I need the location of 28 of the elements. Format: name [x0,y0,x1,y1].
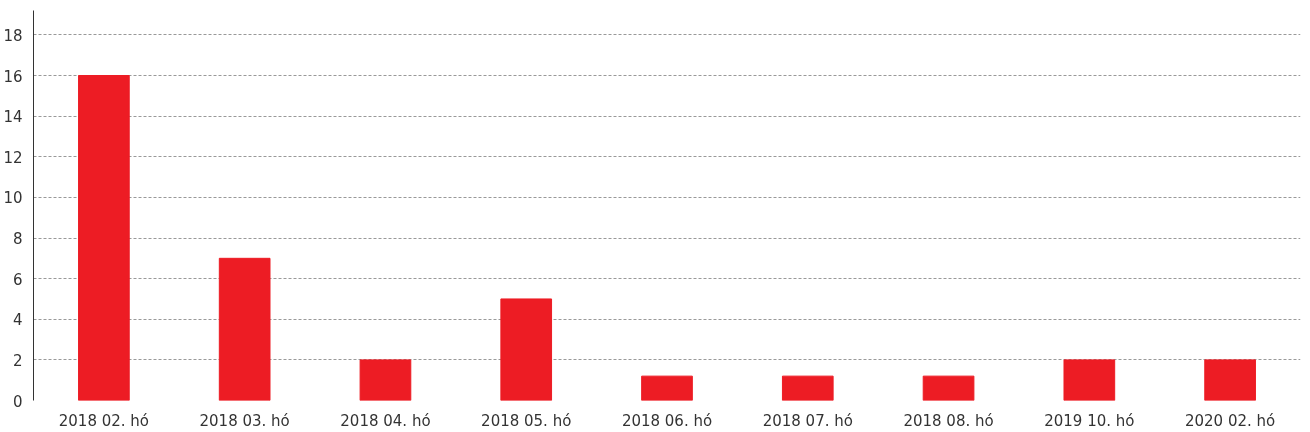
bar [781,375,834,401]
x-tick-label: 2018 04. hó [340,411,431,430]
y-tick-label: 4 [12,311,23,330]
y-tick-label: 12 [3,148,23,167]
y-tick-label: 18 [3,26,23,45]
x-tick-label: 2020 02. hó [1184,411,1276,430]
x-tick-label: 2018 07. hó [762,411,853,430]
y-tick-label: 6 [12,270,23,289]
y-tick-label: 16 [3,67,23,86]
x-tick-label: 2018 03. hó [199,411,290,430]
y-tick-label: 10 [3,189,23,208]
y-tick-label: 0 [12,392,23,411]
x-tick-label: 2018 08. hó [903,411,994,430]
y-tick-label: 14 [3,108,23,127]
x-tick-label: 2019 10. hó [1044,411,1135,430]
bar [641,375,693,401]
bar [359,359,412,401]
bar [78,75,130,401]
bar [218,257,271,401]
y-tick-label: 2 [12,351,23,370]
bar [1063,359,1116,401]
y-tick-label: 8 [12,230,23,248]
x-tick-label: 2018 06. hó [621,411,713,430]
x-tick-label: 2018 02. hó [58,411,150,430]
x-tick-label: 2018 05. hó [481,411,572,430]
bar [922,375,975,401]
bar [1204,359,1256,401]
bar [500,298,553,401]
